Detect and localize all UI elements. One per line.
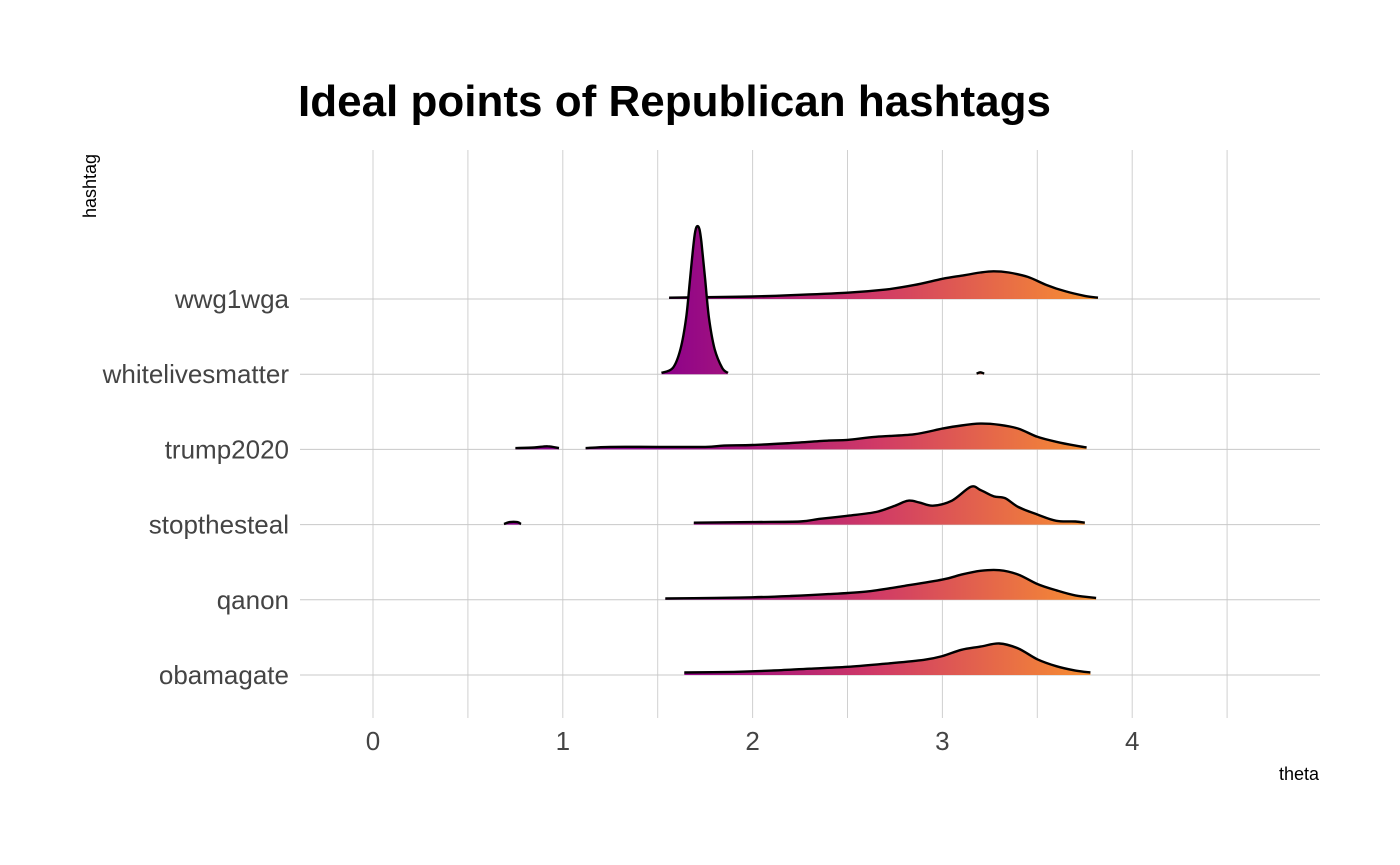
x-tick-label: 1	[556, 726, 570, 756]
y-tick-label: trump2020	[165, 434, 289, 464]
x-tick-label: 4	[1125, 726, 1139, 756]
y-tick-labels: wwg1wga whitelivesmatter trump2020 stopthes…	[102, 284, 290, 690]
x-tick-labels: 0 1 2 3 4	[366, 726, 1140, 756]
y-tick-label: qanon	[217, 585, 289, 615]
x-tick-label: 0	[366, 726, 380, 756]
y-tick-label: whitelivesmatter	[102, 359, 290, 389]
ridge-line-qanon	[665, 568, 1097, 600]
ridge-fill-obamagate	[684, 643, 1091, 675]
ridge-fill-whitelivesmatter	[661, 226, 728, 375]
ridge-line-trump2020	[515, 445, 560, 450]
y-tick-label: obamagate	[159, 660, 289, 690]
y-axis-title: hashtag	[80, 154, 100, 218]
y-tick-label: stopthesteal	[149, 510, 289, 540]
ridge-fill-qanon	[665, 569, 1097, 600]
ridge-line-whitelivesmatter	[661, 224, 729, 375]
ridge-fill-trump2020	[585, 423, 1087, 450]
grid-lines	[300, 150, 1320, 718]
ridges	[503, 224, 1099, 675]
ridge-line-stopthesteal	[693, 485, 1085, 524]
ridge-line-stopthesteal	[503, 520, 522, 526]
ridge-fill-stopthesteal	[693, 486, 1085, 525]
chart-title: Ideal points of Republican hashtags	[298, 77, 1051, 126]
x-axis-title: theta	[1279, 764, 1320, 784]
ridge-line-wwg1wga	[669, 270, 1099, 299]
ridge-line-whitelivesmatter	[976, 371, 985, 375]
ridge-fill-wwg1wga	[669, 271, 1098, 299]
ridge-line-trump2020	[585, 422, 1087, 450]
ridge-line-obamagate	[684, 642, 1091, 674]
x-tick-label: 3	[935, 726, 949, 756]
y-tick-label: wwg1wga	[174, 284, 290, 314]
x-tick-label: 2	[745, 726, 759, 756]
